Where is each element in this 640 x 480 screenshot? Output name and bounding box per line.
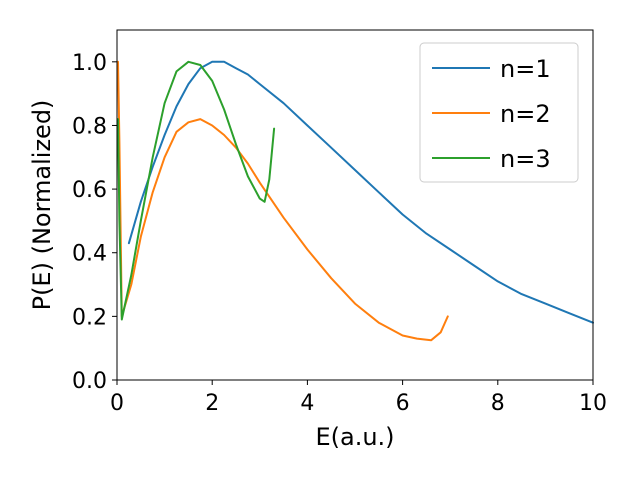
y-tick-label: 0.6 (72, 178, 107, 203)
legend-label: n=2 (500, 100, 551, 128)
x-tick-label: 6 (396, 391, 410, 416)
x-tick-label: 8 (491, 391, 505, 416)
y-tick-label: 0.8 (72, 114, 107, 139)
x-tick-label: 4 (300, 391, 314, 416)
plot-frame (116, 29, 594, 381)
y-tick-label: 0.2 (72, 305, 107, 330)
legend-items: n=1 n=2 n=3 (432, 55, 551, 173)
legend: n=1 n=2 n=3 (419, 42, 579, 183)
legend-label: n=3 (500, 145, 551, 173)
series-line-3 (117, 60, 276, 321)
series-layer (117, 60, 594, 342)
y-axis-label: P(E) (Normalized) (28, 100, 56, 311)
x-tick-label: 10 (579, 391, 607, 416)
series-line-1 (127, 60, 594, 324)
x-axis-label: E(a.u.) (315, 423, 394, 451)
legend-box (419, 42, 579, 183)
y-tick-label: 1.0 (72, 51, 107, 76)
series-line-2 (117, 60, 449, 342)
x-tick-label: 0 (110, 391, 124, 416)
legend-label: n=1 (500, 55, 551, 83)
ticks-layer: 0 2 4 6 8 10 0.0 0.2 0.4 0.6 0.8 1.0 (72, 51, 607, 416)
y-tick-label: 0.0 (72, 369, 107, 394)
x-tick-label: 2 (205, 391, 219, 416)
y-tick-label: 0.4 (72, 242, 107, 267)
